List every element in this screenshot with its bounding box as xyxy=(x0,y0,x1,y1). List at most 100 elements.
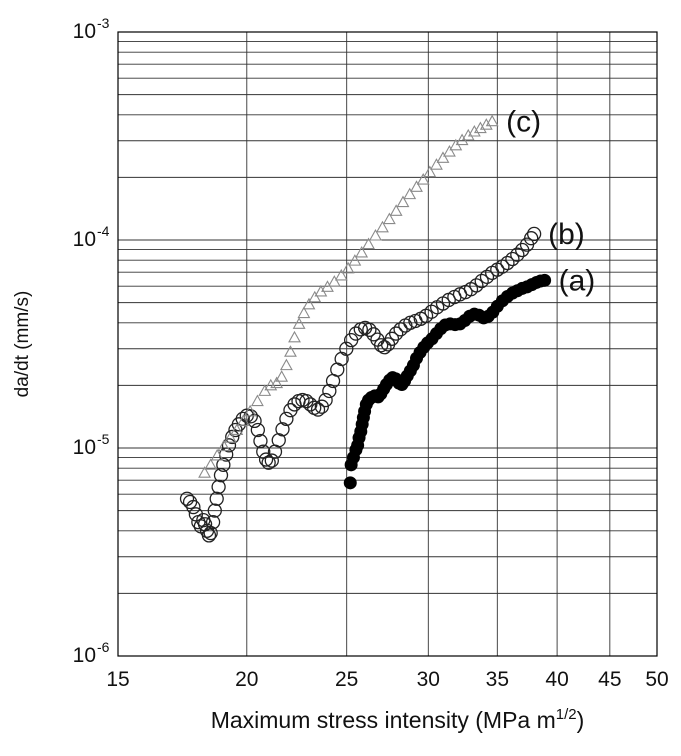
data-point xyxy=(250,422,265,438)
data-point xyxy=(288,330,301,343)
data-point xyxy=(436,151,450,163)
data-point xyxy=(341,261,355,274)
series-label: (c) xyxy=(506,105,541,138)
y-tick-label: 10 xyxy=(73,20,96,43)
data-point xyxy=(348,254,362,266)
data-point xyxy=(253,433,268,449)
data-point xyxy=(210,448,224,461)
data-point xyxy=(258,452,274,467)
y-tick-exponent: -5 xyxy=(97,431,110,447)
data-point xyxy=(393,322,408,337)
y-tick-exponent: -3 xyxy=(97,15,110,31)
y-tick-exponent: -6 xyxy=(97,639,110,655)
data-point xyxy=(362,237,375,250)
data-point xyxy=(310,402,326,417)
data-point xyxy=(382,212,396,225)
y-tick-label: 10 xyxy=(73,228,96,251)
data-point xyxy=(198,466,212,478)
x-tick-label: 25 xyxy=(335,668,358,691)
data-point xyxy=(186,499,201,515)
data-point xyxy=(213,468,229,483)
data-point xyxy=(221,438,237,453)
x-tick-label: 50 xyxy=(645,668,668,691)
data-point xyxy=(223,431,237,443)
series-label: (b) xyxy=(548,218,585,251)
data-point xyxy=(203,525,218,541)
y-tick-label: 10 xyxy=(73,644,96,667)
series-0 xyxy=(343,273,552,490)
data-point xyxy=(500,255,515,271)
data-point xyxy=(284,345,297,357)
data-point xyxy=(243,404,257,417)
data-point xyxy=(211,479,226,495)
data-point xyxy=(384,331,400,346)
data-point xyxy=(230,423,244,435)
data-point xyxy=(443,144,456,157)
data-point xyxy=(469,278,484,293)
data-point xyxy=(430,158,443,170)
data-point xyxy=(377,340,392,355)
data-point xyxy=(205,515,221,530)
data-point xyxy=(217,439,231,452)
data-point xyxy=(302,297,316,310)
data-point xyxy=(264,378,278,391)
data-point xyxy=(479,269,495,285)
data-point xyxy=(505,251,520,267)
data-point xyxy=(279,411,294,427)
data-point xyxy=(485,114,499,127)
data-point xyxy=(322,383,337,399)
data-point xyxy=(526,226,542,242)
data-point xyxy=(388,326,404,341)
x-axis-label: Maximum stress intensity (MPa m1/2) xyxy=(211,706,585,733)
data-point xyxy=(303,397,318,412)
x-tick-label: 30 xyxy=(417,668,440,691)
data-point xyxy=(373,338,389,353)
y-tick-label: 10 xyxy=(73,436,96,459)
data-point xyxy=(275,422,290,437)
data-point xyxy=(275,370,289,382)
data-point xyxy=(334,268,348,281)
x-tick-label: 20 xyxy=(235,668,258,691)
data-point xyxy=(416,173,430,185)
data-point xyxy=(467,124,481,137)
series-labels: (a) (b) (c) xyxy=(506,105,595,297)
series-2 xyxy=(198,114,499,478)
x-tick-label: 35 xyxy=(486,668,509,691)
data-point xyxy=(461,128,475,141)
data-point xyxy=(515,242,530,258)
data-point xyxy=(292,317,306,329)
x-tick-label: 40 xyxy=(545,668,568,691)
data-point xyxy=(479,118,493,130)
data-point xyxy=(236,414,250,426)
series-label: (a) xyxy=(559,264,596,297)
data-point xyxy=(308,290,322,303)
data-point xyxy=(216,457,231,472)
data-point xyxy=(314,399,329,414)
data-point xyxy=(339,341,354,356)
y-axis-label: da/dt (mm/s) xyxy=(12,291,33,398)
data-point xyxy=(389,204,403,216)
data-point xyxy=(510,247,525,262)
data-point xyxy=(396,195,410,208)
data-point xyxy=(355,245,369,258)
data-point xyxy=(258,384,272,396)
data-point xyxy=(524,231,539,246)
data-point xyxy=(279,358,293,371)
data-point xyxy=(318,392,333,408)
data-point xyxy=(261,455,276,470)
x-tick-label: 15 xyxy=(106,668,129,691)
data-point xyxy=(271,433,286,448)
y-tick-exponent: -4 xyxy=(97,223,110,239)
data-point xyxy=(297,306,311,319)
chart-grid xyxy=(118,32,657,656)
data-point xyxy=(376,220,389,233)
series-layer xyxy=(179,114,552,543)
data-point xyxy=(495,259,510,274)
data-point xyxy=(225,429,240,445)
x-tick-label: 45 xyxy=(598,668,621,691)
data-point xyxy=(209,491,224,506)
data-point xyxy=(474,273,489,289)
data-point xyxy=(207,503,222,518)
data-point xyxy=(204,458,218,470)
